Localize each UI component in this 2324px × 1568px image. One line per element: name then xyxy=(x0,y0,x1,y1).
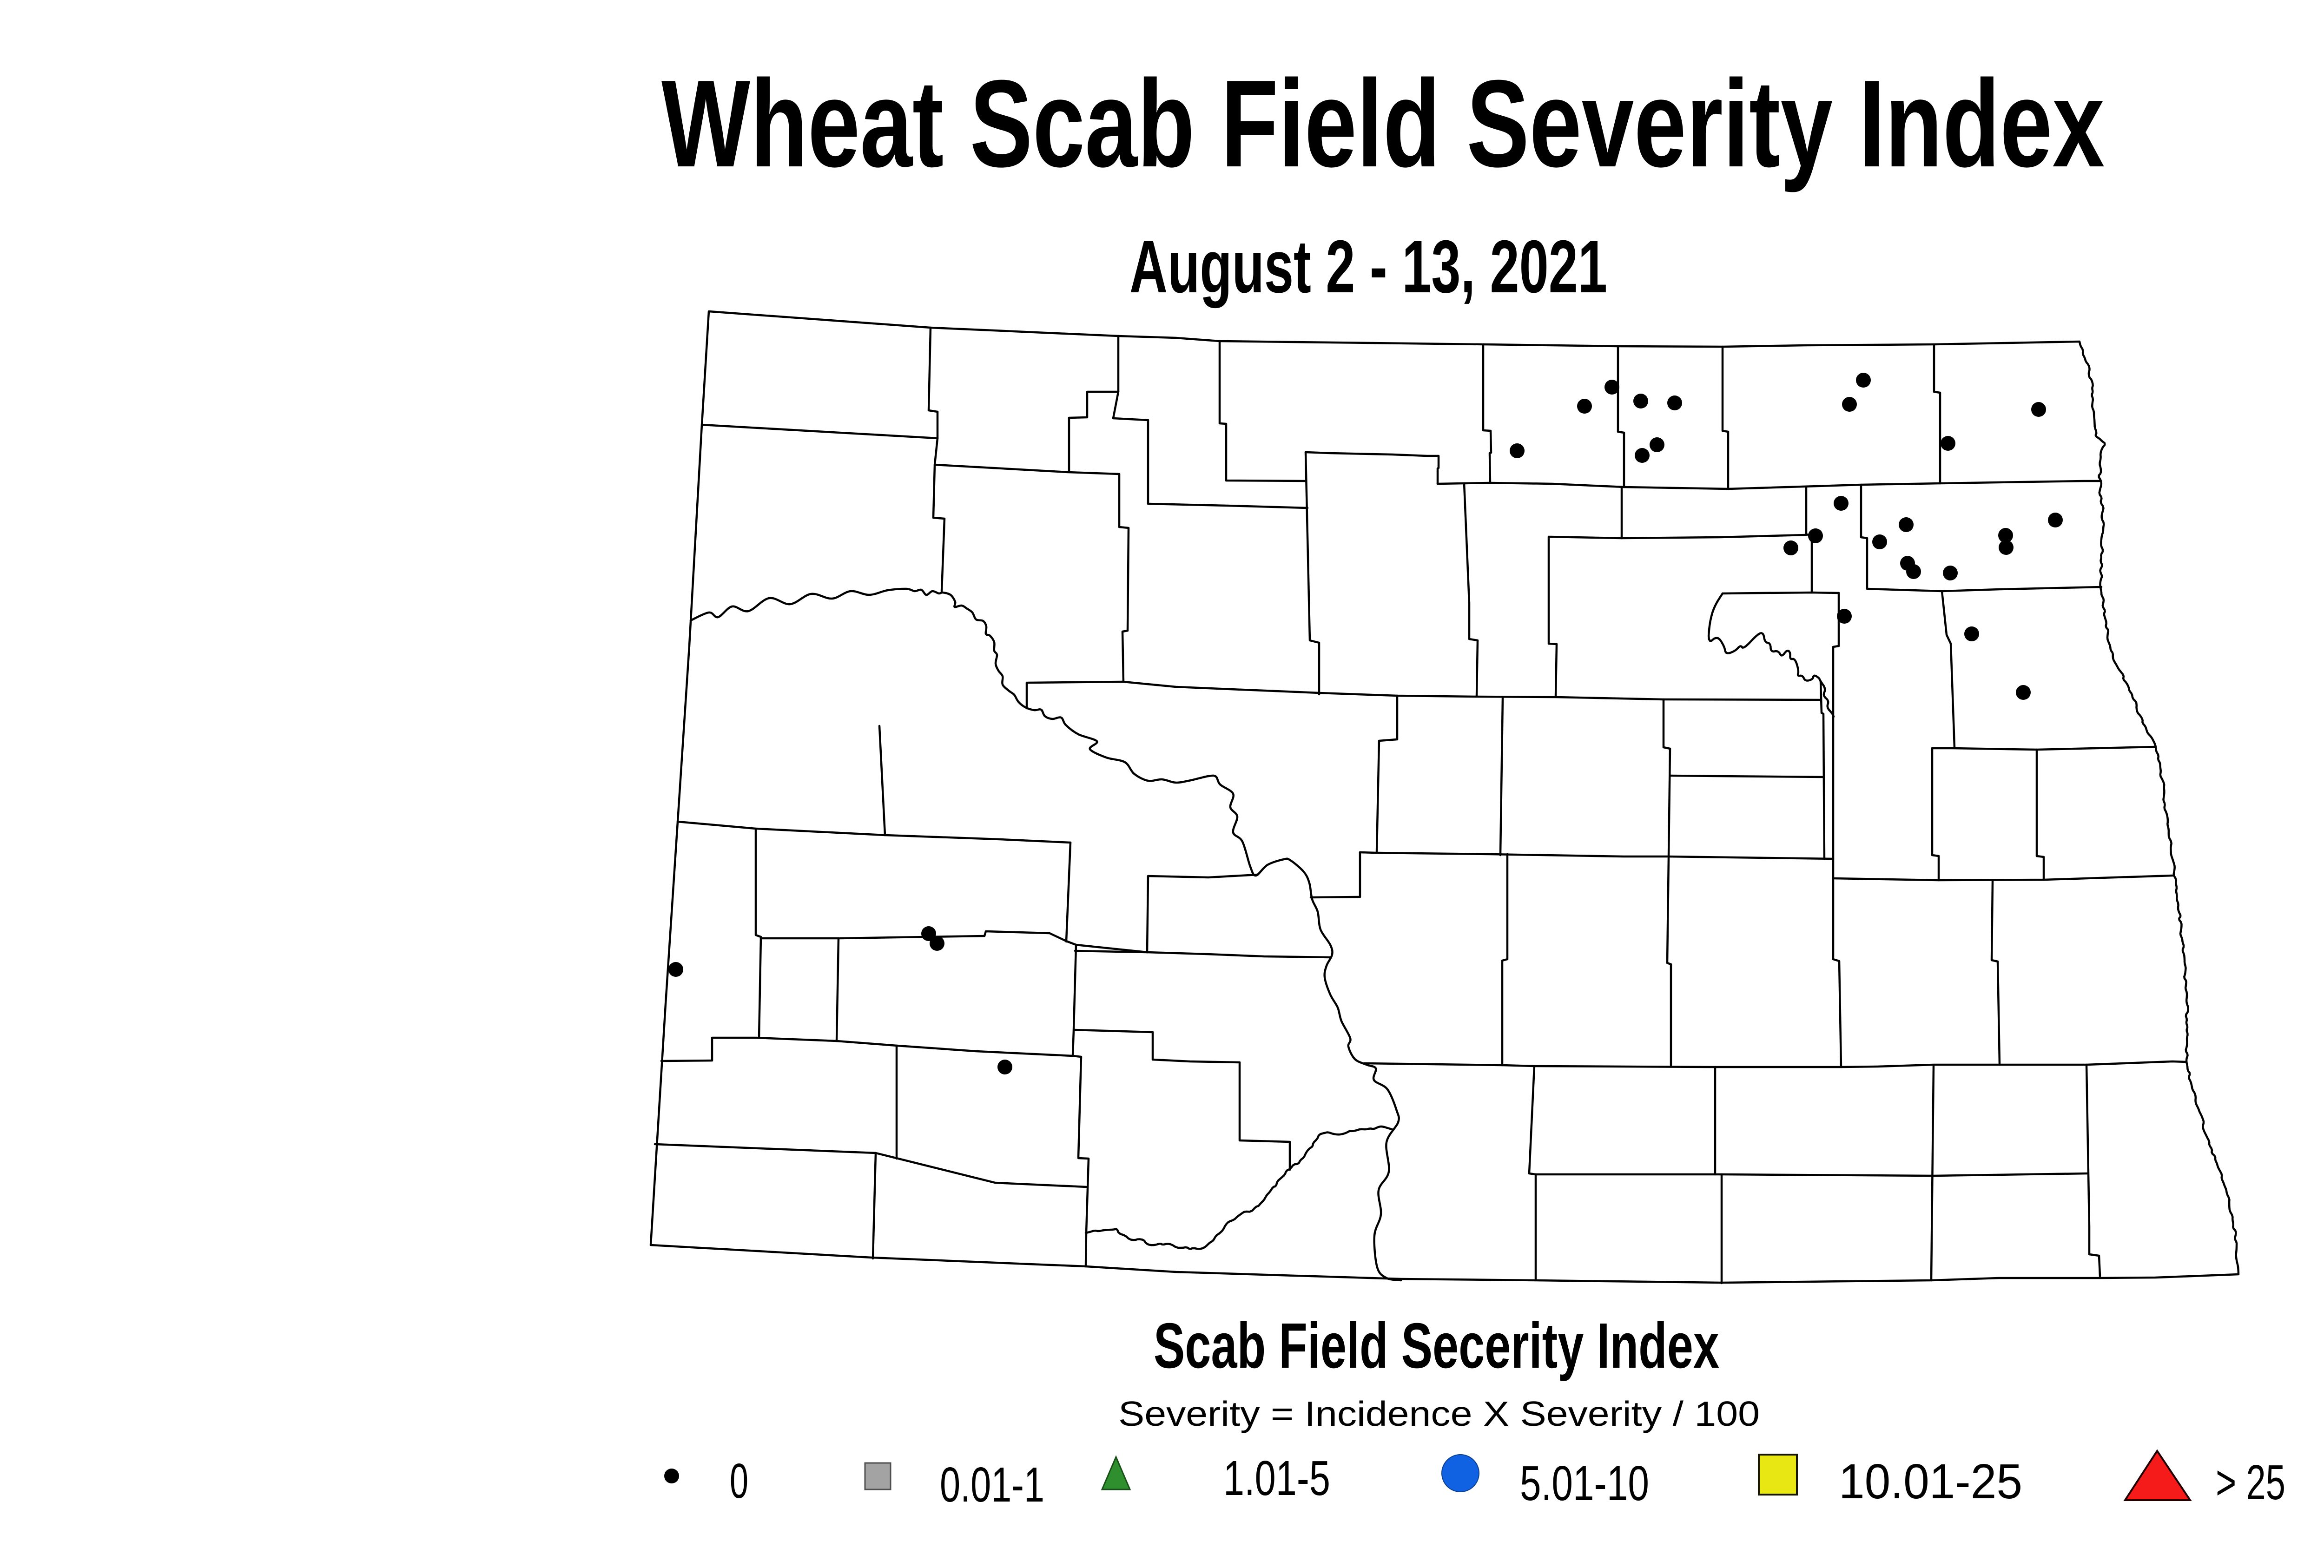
svg-text:August 2 - 13, 2021: August 2 - 13, 2021 xyxy=(1129,225,1607,309)
svg-text:Severity = Incidence X Severit: Severity = Incidence X Severity / 100 xyxy=(1118,1394,1760,1433)
svg-text:> 25: > 25 xyxy=(2216,1455,2285,1510)
svg-text:0: 0 xyxy=(730,1454,748,1509)
svg-text:Scab Field Secerity Index: Scab Field Secerity Index xyxy=(1154,1310,1719,1382)
svg-text:1.01-5: 1.01-5 xyxy=(1223,1451,1330,1506)
svg-text:10.01-25: 10.01-25 xyxy=(1839,1454,2022,1509)
svg-text:5.01-10: 5.01-10 xyxy=(1520,1456,1649,1511)
svg-text:0.01-1: 0.01-1 xyxy=(940,1457,1044,1512)
svg-text:Wheat Scab Field Severity Inde: Wheat Scab Field Severity Index xyxy=(661,54,2105,193)
